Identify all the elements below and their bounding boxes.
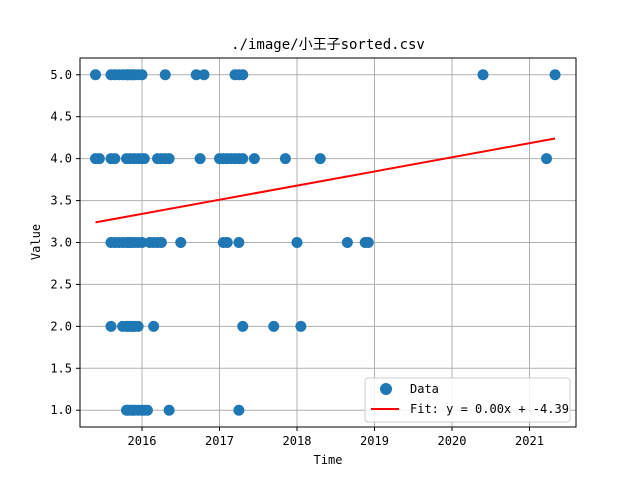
data-point bbox=[155, 237, 167, 248]
y-tick-label: 2.0 bbox=[50, 319, 72, 333]
x-tick-label: 2017 bbox=[205, 434, 234, 448]
legend-box bbox=[364, 377, 571, 423]
data-point bbox=[136, 237, 148, 248]
data-point bbox=[477, 69, 489, 81]
x-axis: 2016 2017 2018 2019 2020 2021 bbox=[128, 427, 544, 448]
y-tick-label: 2.5 bbox=[50, 277, 72, 291]
data-point bbox=[148, 320, 160, 332]
data-point bbox=[268, 320, 280, 332]
data-point bbox=[291, 237, 303, 248]
y-tick-label: 4.0 bbox=[50, 152, 72, 166]
data-point bbox=[233, 404, 245, 416]
y-tick-label: 1.0 bbox=[50, 403, 72, 417]
data-point bbox=[105, 320, 117, 332]
data-point bbox=[295, 320, 307, 332]
data-point bbox=[159, 69, 171, 81]
data-point bbox=[233, 237, 245, 248]
y-axis: 1.0 1.5 2.0 2.5 3.0 3.5 4.0 4.5 5.0 bbox=[50, 68, 80, 417]
y-tick-label: 4.5 bbox=[50, 110, 72, 124]
data-point bbox=[248, 153, 260, 165]
data-point bbox=[549, 69, 561, 81]
data-point bbox=[138, 153, 150, 165]
data-point bbox=[109, 153, 121, 165]
data-point bbox=[163, 404, 175, 416]
y-tick-label: 3.0 bbox=[50, 236, 72, 250]
data-point bbox=[221, 237, 233, 248]
legend-data-marker bbox=[380, 383, 392, 395]
data-point bbox=[198, 69, 210, 81]
data-point bbox=[163, 153, 175, 165]
x-tick-label: 2016 bbox=[128, 434, 157, 448]
data-point bbox=[190, 69, 202, 81]
data-point bbox=[194, 153, 206, 165]
legend-fit-label: Fit: y = 0.00x + -4.39 bbox=[410, 402, 569, 416]
data-point bbox=[237, 320, 249, 332]
x-tick-label: 2021 bbox=[515, 434, 544, 448]
data-point bbox=[279, 153, 291, 165]
y-axis-label: Value bbox=[29, 224, 43, 260]
legend: Data Fit: y = 0.00x + -4.39 bbox=[364, 377, 571, 423]
fit-line bbox=[95, 137, 556, 224]
fit-layer bbox=[95, 137, 556, 224]
x-tick-label: 2018 bbox=[283, 434, 312, 448]
x-tick-label: 2019 bbox=[360, 434, 389, 448]
grid bbox=[80, 58, 576, 427]
data-point bbox=[90, 69, 101, 81]
y-tick-label: 3.5 bbox=[50, 194, 72, 208]
data-point bbox=[541, 153, 553, 165]
data-point bbox=[136, 69, 148, 81]
legend-data-label: Data bbox=[410, 382, 439, 396]
x-tick-label: 2020 bbox=[438, 434, 467, 448]
data-point bbox=[237, 153, 249, 165]
data-point bbox=[237, 69, 249, 81]
points-layer bbox=[90, 69, 561, 416]
x-axis-label: Time bbox=[314, 453, 343, 467]
data-point bbox=[141, 404, 153, 416]
data-point bbox=[132, 320, 144, 332]
data-point bbox=[314, 153, 326, 165]
chart-title: ./image/小王子sorted.csv bbox=[231, 37, 425, 53]
data-point bbox=[93, 153, 105, 165]
y-tick-label: 1.5 bbox=[50, 361, 72, 375]
data-point bbox=[362, 237, 374, 248]
data-point bbox=[341, 237, 353, 248]
data-point bbox=[175, 237, 187, 248]
y-tick-label: 5.0 bbox=[50, 68, 72, 82]
